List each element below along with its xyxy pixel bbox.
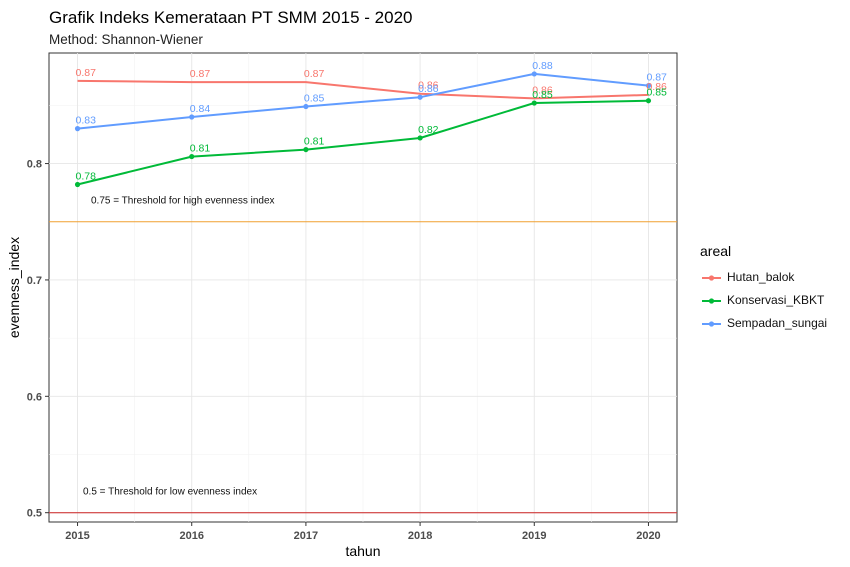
axes: 0.5 0.6 0.7 0.8 2015 2016 2017 2018 2019 2020 tahu… <box>6 159 661 559</box>
data-point <box>189 153 195 160</box>
data-label: 0.88 <box>532 60 553 72</box>
data-label: 0.85 <box>646 87 667 99</box>
legend-label-sempadan-sungai: Sempadan_sungai <box>727 316 828 330</box>
data-label: 0.86 <box>418 80 439 92</box>
y-axis-title: evenness_index <box>6 237 22 338</box>
reference-line-label: 0.75 = Threshold for high evenness index <box>91 196 275 207</box>
data-label: 0.86 <box>646 81 667 93</box>
data-point <box>531 100 537 106</box>
legend-keys <box>702 275 721 327</box>
data-point <box>417 135 423 141</box>
reference-line-label: 0.5 = Threshold for low evenness index <box>83 487 257 498</box>
chart-subtitle: Method: Shannon-Wiener <box>49 32 203 47</box>
series-line <box>77 72 649 130</box>
data-point <box>74 181 81 188</box>
x-tick-label: 2019 <box>522 530 546 542</box>
data-label: 0.86 <box>418 83 439 95</box>
series-line <box>77 79 649 100</box>
reference-lines: 0.75 = Threshold for high evenness index… <box>49 196 677 514</box>
x-tick-label: 2015 <box>65 530 89 542</box>
data-label: 0.87 <box>76 67 97 79</box>
data-point <box>303 146 309 153</box>
data-label: 0.85 <box>532 89 553 101</box>
data-label: 0.86 <box>532 84 553 96</box>
x-tick-label: 2017 <box>294 530 318 542</box>
y-tick-label: 0.8 <box>27 159 42 171</box>
data-label: 0.82 <box>418 124 439 136</box>
data-label: 0.85 <box>304 93 325 105</box>
data-point <box>189 114 195 120</box>
data-label: 0.81 <box>304 136 325 148</box>
data-point <box>645 98 652 104</box>
data-label: 0.81 <box>190 143 211 155</box>
data-point <box>74 126 81 132</box>
legend-key-point <box>708 298 715 304</box>
data-point <box>303 103 309 110</box>
series-layer <box>74 71 652 188</box>
y-tick-label: 0.6 <box>27 391 42 403</box>
data-label: 0.83 <box>76 115 97 127</box>
legend-label-konservasi-kbkt: Konservasi_KBKT <box>727 293 825 307</box>
data-label: 0.84 <box>190 103 211 115</box>
series-line <box>77 99 649 186</box>
data-labels: 0.87 0.87 0.870.86 0.86 0.860.780.810.810.82… <box>76 60 668 183</box>
data-point <box>645 82 652 89</box>
x-tick-label: 2016 <box>179 530 203 542</box>
legend-key-point <box>708 321 715 327</box>
legend-title: areal <box>700 243 732 259</box>
data-label: 0.87 <box>304 68 325 80</box>
data-label: 0.78 <box>76 171 97 183</box>
legend-key-point <box>708 275 715 281</box>
x-tick-label: 2018 <box>408 530 432 542</box>
data-label: 0.87 <box>190 68 211 80</box>
legend-label-hutan-balok: Hutan_balok <box>727 270 795 284</box>
data-point <box>417 94 423 100</box>
x-tick-label: 2020 <box>636 530 660 542</box>
y-tick-label: 0.7 <box>27 275 42 287</box>
data-label: 0.87 <box>646 72 667 84</box>
x-axis-title: tahun <box>345 543 380 559</box>
data-point <box>531 71 537 77</box>
chart-title: Grafik Indeks Kemerataan PT SMM 2015 - 2… <box>49 8 413 27</box>
y-tick-label: 0.5 <box>27 508 42 520</box>
